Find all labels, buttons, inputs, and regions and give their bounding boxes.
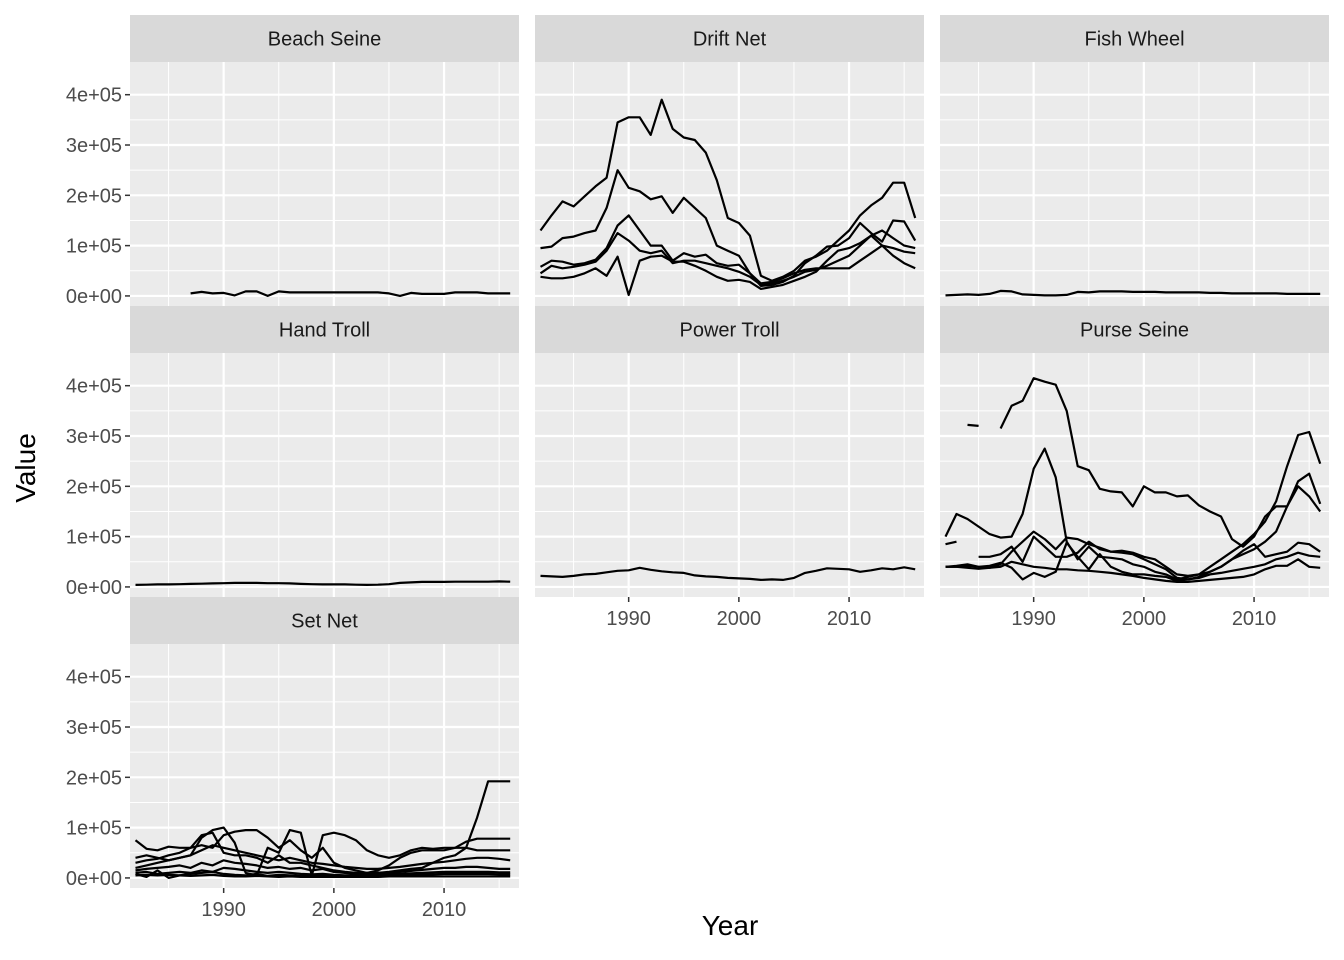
x-tick-label: 1990	[1011, 608, 1056, 630]
y-tick-label: 3e+05	[66, 135, 122, 157]
facet-strip-label: Drift Net	[693, 29, 767, 51]
series-line-6	[945, 558, 1321, 583]
facet-strip-label: Purse Seine	[1080, 320, 1189, 342]
y-tick-label: 1e+05	[66, 527, 122, 549]
facet-purse-seine: Purse Seine 1990 2000 2010	[940, 306, 1329, 630]
series-line-1	[945, 377, 1322, 548]
facet-hand-troll: Hand Troll 0e+00 1e+05 2e+05 3e+05 4e+05	[66, 306, 519, 599]
y-tick-label: 0e+00	[66, 577, 122, 599]
series-line-1	[945, 289, 1321, 297]
x-tick-label: 2000	[312, 899, 357, 921]
facet-strip	[940, 15, 1329, 62]
panel-background	[130, 353, 519, 597]
x-axis-title: Year	[701, 910, 759, 941]
facet-strip-label: Set Net	[291, 611, 358, 633]
y-tick-label: 3e+05	[66, 426, 122, 448]
facet-power-troll: Power Troll 1990 2000 2010	[535, 306, 924, 630]
series-line-3	[539, 214, 916, 285]
series-line-6	[135, 866, 511, 877]
y-tick-label: 1e+05	[66, 818, 122, 840]
series-line-4	[135, 826, 511, 877]
series-line-1	[135, 580, 511, 586]
y-tick-label: 0e+00	[66, 286, 122, 308]
series-line-8	[135, 873, 511, 878]
x-tick-label: 2000	[1122, 608, 1167, 630]
series-line-1	[539, 98, 917, 282]
series-line-4	[539, 229, 916, 286]
panel-background	[130, 62, 519, 306]
x-tick-label: 2010	[422, 899, 467, 921]
y-tick-label: 2e+05	[66, 476, 122, 498]
facet-beach-seine: Beach Seine 0e+00 1e+05 2e+05 3e+05 4e+05	[66, 15, 519, 308]
y-tick-label: 1e+05	[66, 236, 122, 258]
series-line-3	[135, 844, 511, 870]
series-line-2	[944, 430, 1322, 581]
facet-strip-label: Hand Troll	[279, 320, 370, 342]
x-tick-label: 2010	[827, 608, 872, 630]
series-line-1	[540, 566, 916, 581]
x-tick-label: 2000	[717, 608, 762, 630]
y-tick-label: 4e+05	[66, 85, 122, 107]
facet-set-net: Set Net 0e+00 1e+05 2e+05 3e+05 4e+05 1990 2000…	[66, 597, 519, 921]
y-axis-title: Value	[10, 433, 41, 503]
facet-strip-label: Beach Seine	[268, 29, 381, 51]
facet-strip	[130, 306, 519, 353]
series-line-5	[945, 541, 1321, 582]
y-tick-label: 2e+05	[66, 185, 122, 207]
facet-strip	[130, 15, 519, 62]
series-line-4	[978, 535, 1321, 577]
facet-strip	[535, 306, 924, 353]
x-tick-label: 2010	[1232, 608, 1277, 630]
facet-strip-label: Power Troll	[679, 320, 779, 342]
series-line-1	[190, 290, 511, 297]
panel-background	[940, 353, 1329, 597]
y-tick-label: 4e+05	[66, 667, 122, 689]
panel-background	[940, 62, 1329, 306]
facet-strip	[940, 306, 1329, 353]
y-tick-label: 3e+05	[66, 717, 122, 739]
y-tick-label: 4e+05	[66, 376, 122, 398]
series-line-3	[945, 472, 1322, 581]
panel-background	[535, 353, 924, 597]
facet-strip-label: Fish Wheel	[1084, 29, 1184, 51]
x-tick-label: 1990	[606, 608, 651, 630]
y-tick-label: 2e+05	[66, 767, 122, 789]
series-line-2	[540, 169, 917, 287]
facet-drift-net: Drift Net	[535, 15, 924, 306]
series-line-5	[540, 234, 916, 296]
facet-strip	[535, 15, 924, 62]
series-line-2	[135, 829, 511, 874]
facet-fish-wheel: Fish Wheel	[940, 15, 1329, 306]
x-tick-label: 1990	[201, 899, 246, 921]
facet-strip	[130, 597, 519, 644]
y-tick-label: 0e+00	[66, 868, 122, 890]
series-line-5	[135, 859, 511, 875]
